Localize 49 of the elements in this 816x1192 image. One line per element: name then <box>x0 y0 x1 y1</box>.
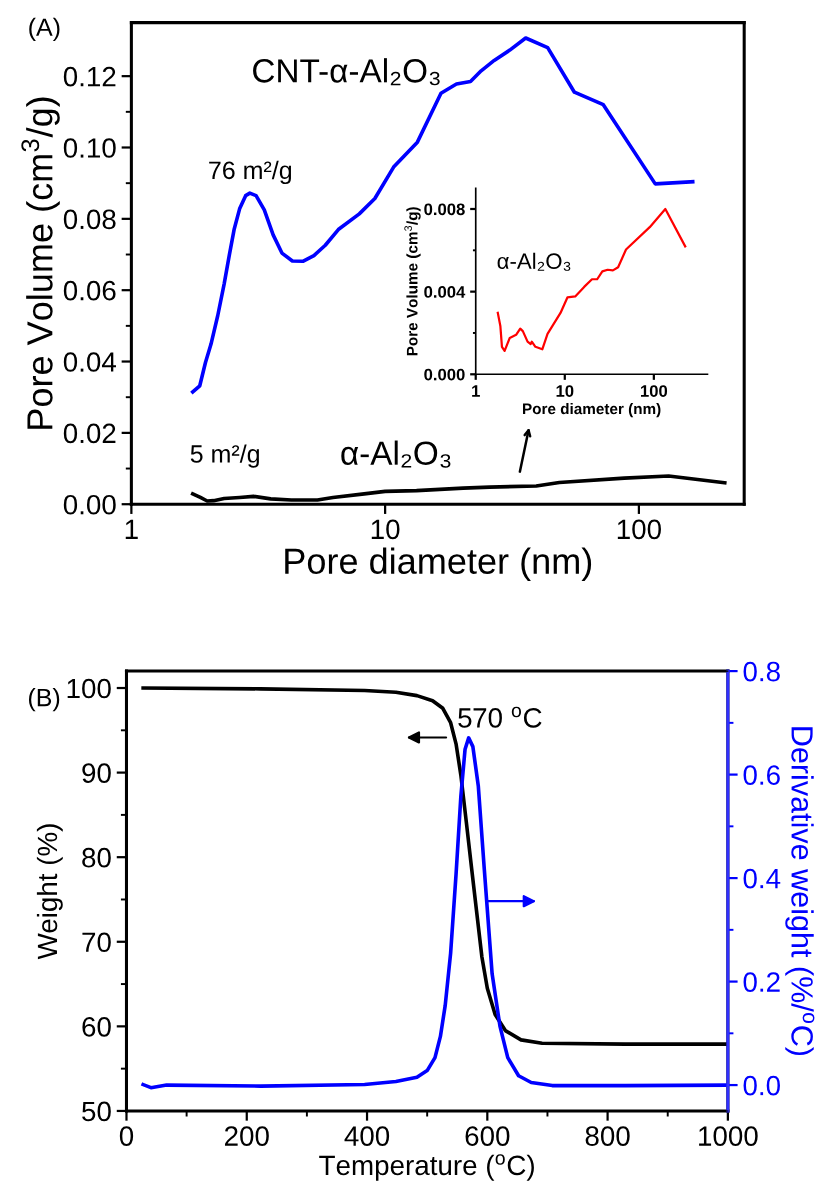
y-tick-label: 0.004 <box>424 286 466 298</box>
text: (B) <box>28 688 60 712</box>
y-tick-label: 0.10 <box>63 138 116 158</box>
y2-tick-label: 0.6 <box>743 765 780 785</box>
x-tick-label: 600 <box>465 1126 510 1146</box>
y-axis-title: Pore Volume (cm$^{3}$/g) <box>21 97 60 429</box>
x-tick-label: 10 <box>556 385 574 397</box>
text: (A) <box>29 17 60 42</box>
y-tick-label: 0.06 <box>63 280 116 301</box>
x-tick-label: 400 <box>344 1126 390 1146</box>
y-tick-label: 90 <box>82 763 111 783</box>
y2-tick-label: 0.4 <box>743 868 781 889</box>
annotation: 5 m²/g <box>190 444 259 468</box>
x-tick-label: 800 <box>585 1126 630 1146</box>
y-tick-label: 0.02 <box>63 423 116 444</box>
annotation: α-Al₂O₃ <box>497 252 571 271</box>
x-tick-label: 200 <box>224 1126 269 1146</box>
y-tick-label: 0.12 <box>63 66 116 87</box>
y-axis-title: Pore Volume (cm$^{3}$/g) <box>404 207 421 356</box>
y-tick-label: 100 <box>67 678 111 699</box>
y-tick-label: 0.008 <box>424 203 465 216</box>
x-tick-label: 10 <box>371 519 400 540</box>
x-tick-label: 100 <box>617 519 661 540</box>
y-tick-label: 0.08 <box>63 209 116 230</box>
x-tick-label: 1 <box>125 519 138 539</box>
x-axis-title: Pore diameter (nm) <box>523 403 661 418</box>
x-tick-label: 0 <box>119 1126 134 1146</box>
annotation: CNT-α-Al₂O₃ <box>253 58 440 86</box>
y2-axis-title: Derivative weight (%/$^{o}$C) <box>785 727 815 1056</box>
annotation: 570 $^{o}$C <box>458 706 542 728</box>
x-tick-label: 100 <box>641 385 668 397</box>
y-tick-label: 0.04 <box>63 352 116 372</box>
x-tick-label: 1 <box>472 385 480 397</box>
y-tick-label: 80 <box>82 847 111 868</box>
annotation: 76 m²/g <box>209 160 292 185</box>
line-series <box>141 686 728 1046</box>
y2-tick-label: 0.2 <box>743 972 780 992</box>
y-tick-label: 0.000 <box>424 368 465 381</box>
y2-tick-label: 0.0 <box>743 1075 780 1096</box>
x-axis-title: Temperature ($^{o}$C) <box>319 1154 534 1181</box>
y-axis-title: Weight (%) <box>36 824 63 960</box>
x-tick-label: 1000 <box>699 1126 758 1146</box>
y2-tick-label: 0.8 <box>743 661 780 682</box>
y-tick-label: 70 <box>82 932 111 953</box>
x-axis-title: Pore diameter (nm) <box>285 547 592 582</box>
y-tick-label: 0.00 <box>63 494 116 515</box>
y-tick-label: 60 <box>82 1017 111 1037</box>
y-tick-label: 50 <box>82 1101 111 1122</box>
annotation: α-Al₂O₃ <box>341 440 451 468</box>
